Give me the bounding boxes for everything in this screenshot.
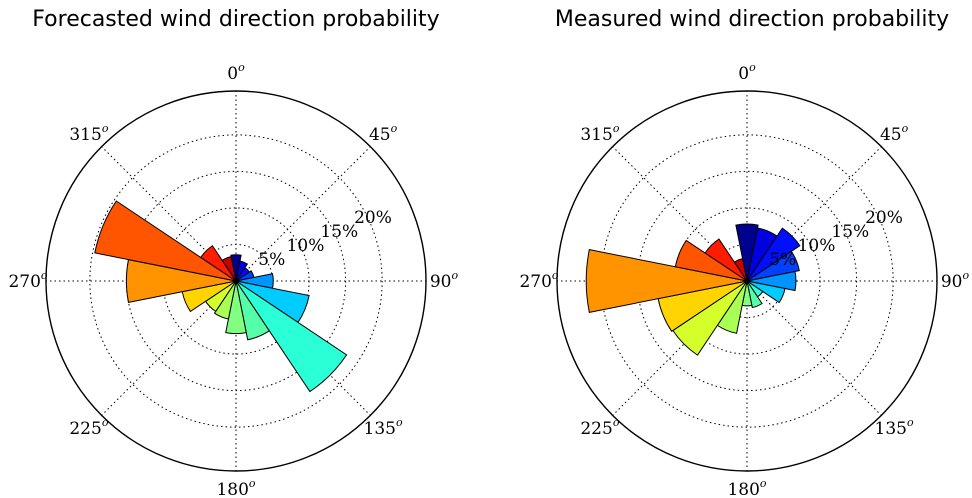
radial-gridline [125,170,347,392]
angle-tick-label: 135o [875,416,914,439]
angle-tick-label: 315o [580,122,619,145]
wind-bar [225,280,247,335]
chart-title: Forecasted wind direction probability [32,7,439,32]
radial-gridline [636,170,858,392]
radial-tick-label: 15% [831,222,869,242]
radial-tick-label: 20% [865,208,903,228]
radial-gridline [89,134,383,428]
angle-tick-label: 225o [69,416,108,439]
radial-tick-label: 5% [258,250,285,270]
wind-bar [221,256,237,282]
forecasted-wind-rose: Forecasted wind direction probability 5%… [8,7,458,498]
angle-tick-label: 225o [580,416,619,439]
wind-bar [746,270,797,292]
radial-tick-label: 15% [320,222,358,242]
wind-bar [674,239,748,282]
wind-bar [230,254,242,282]
chart-title: Measured wind direction probability [555,7,949,32]
radial-tick-label: 10% [798,236,836,256]
angle-tick-label: 45o [369,122,398,145]
wind-bar [746,227,801,282]
angular-gridline [746,280,882,416]
angle-tick-label: 90o [430,269,459,292]
polar-frame [556,90,938,472]
angle-tick-label: 270o [519,269,558,292]
wind-bar [235,280,348,393]
wind-bar [746,250,800,282]
angle-tick-label: 315o [69,122,108,145]
wind-bar [746,280,763,309]
angular-gridline [235,146,371,282]
polar-frame [45,90,427,472]
angle-tick-label: 270o [8,269,47,292]
radial-tick-label: 20% [354,208,392,228]
wind-bar [235,280,270,341]
wind-bar [213,280,237,320]
radial-tick-label: 5% [769,250,796,270]
angle-tick-label: 90o [941,269,970,292]
angle-tick-label: 135o [364,416,403,439]
wind-bar [94,200,237,282]
angle-tick-label: 180o [727,477,766,498]
wind-bar [200,245,237,282]
wind-bar [704,238,748,282]
wind-bar [746,280,786,304]
angle-tick-label: 180o [216,477,255,498]
radial-gridline [600,134,894,428]
angle-tick-label: 0o [738,61,756,84]
wind-bar [733,258,748,282]
radial-tick-label: 10% [287,236,325,256]
angle-tick-label: 0o [227,61,245,84]
measured-wind-rose: Measured wind direction probability 5%10… [519,7,969,498]
wind-bar [585,249,748,313]
wind-bar [735,223,759,282]
angle-tick-label: 45o [880,122,909,145]
